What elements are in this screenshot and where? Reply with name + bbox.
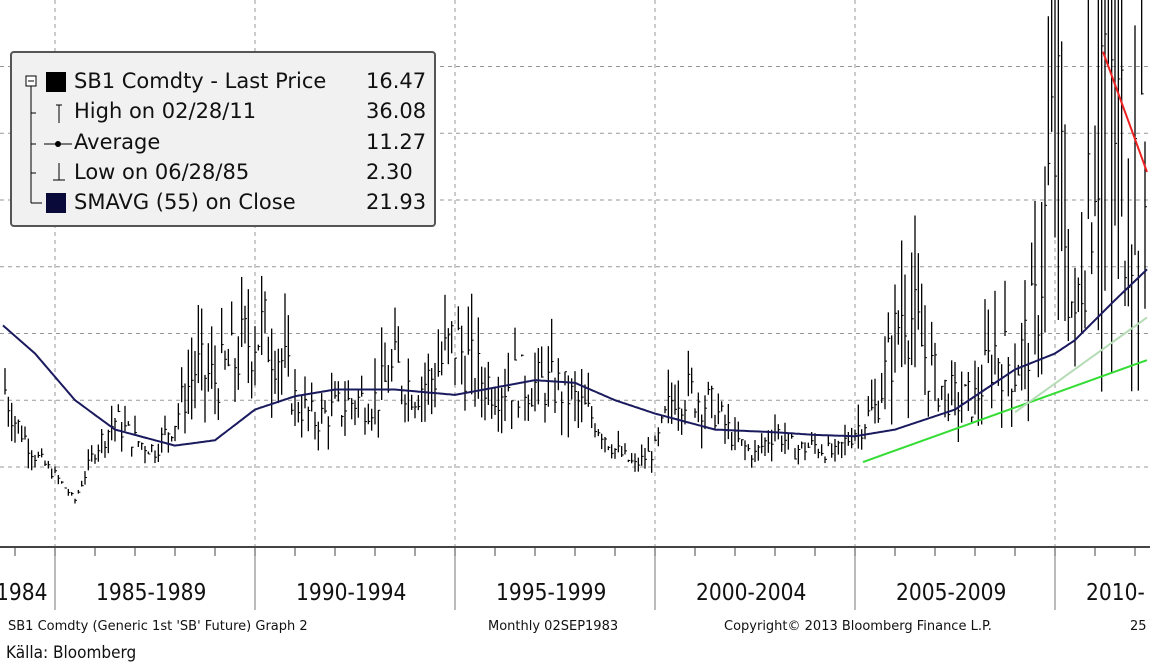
x-tick-label: 1995-1999 bbox=[496, 580, 607, 606]
x-tick-label: 2010- bbox=[1086, 580, 1145, 606]
legend-value: 16.47 bbox=[366, 69, 427, 93]
legend-value: 21.93 bbox=[366, 190, 427, 214]
footer-copyright: Copyright© 2013 Bloomberg Finance L.P. bbox=[724, 619, 992, 634]
legend-label: Low on 06/28/85 bbox=[74, 160, 250, 184]
series-line-resistance-trendline bbox=[1102, 51, 1148, 173]
legend: SB1 Comdty - Last Price High on 02/28/11… bbox=[10, 51, 436, 227]
legend-label: SB1 Comdty - Last Price bbox=[74, 69, 327, 93]
legend-tree-icon bbox=[25, 75, 72, 204]
series-line-smavg-55-on-close bbox=[2, 268, 1148, 447]
x-tick-label: 2000-2004 bbox=[696, 580, 807, 606]
source-note: Källa: Bloomberg bbox=[6, 643, 137, 663]
footer-page: 25 bbox=[1130, 619, 1147, 634]
legend-value: 2.30 bbox=[366, 160, 413, 184]
smavg-swatch-icon bbox=[46, 193, 66, 213]
legend-label: SMAVG (55) on Close bbox=[74, 190, 296, 214]
x-tick-label: 1985-1989 bbox=[96, 580, 207, 606]
legend-label: High on 02/28/11 bbox=[74, 99, 257, 123]
legend-label: Average bbox=[74, 130, 161, 154]
x-tick-label: 2005-2009 bbox=[896, 580, 1007, 606]
legend-value: 11.27 bbox=[366, 130, 427, 154]
x-tick-label: 1990-1994 bbox=[296, 580, 407, 606]
footer-frequency: Monthly 02SEP1983 bbox=[488, 619, 619, 634]
last-price-swatch-icon bbox=[46, 72, 66, 92]
footer-title: SB1 Comdty (Generic 1st 'SB' Future) Gra… bbox=[8, 619, 308, 634]
series-line-support-trendline-2 bbox=[1014, 316, 1148, 414]
x-tick-label: 1984 bbox=[0, 580, 48, 606]
series-line-support-trendline bbox=[862, 359, 1148, 463]
legend-value: 36.08 bbox=[366, 99, 427, 123]
